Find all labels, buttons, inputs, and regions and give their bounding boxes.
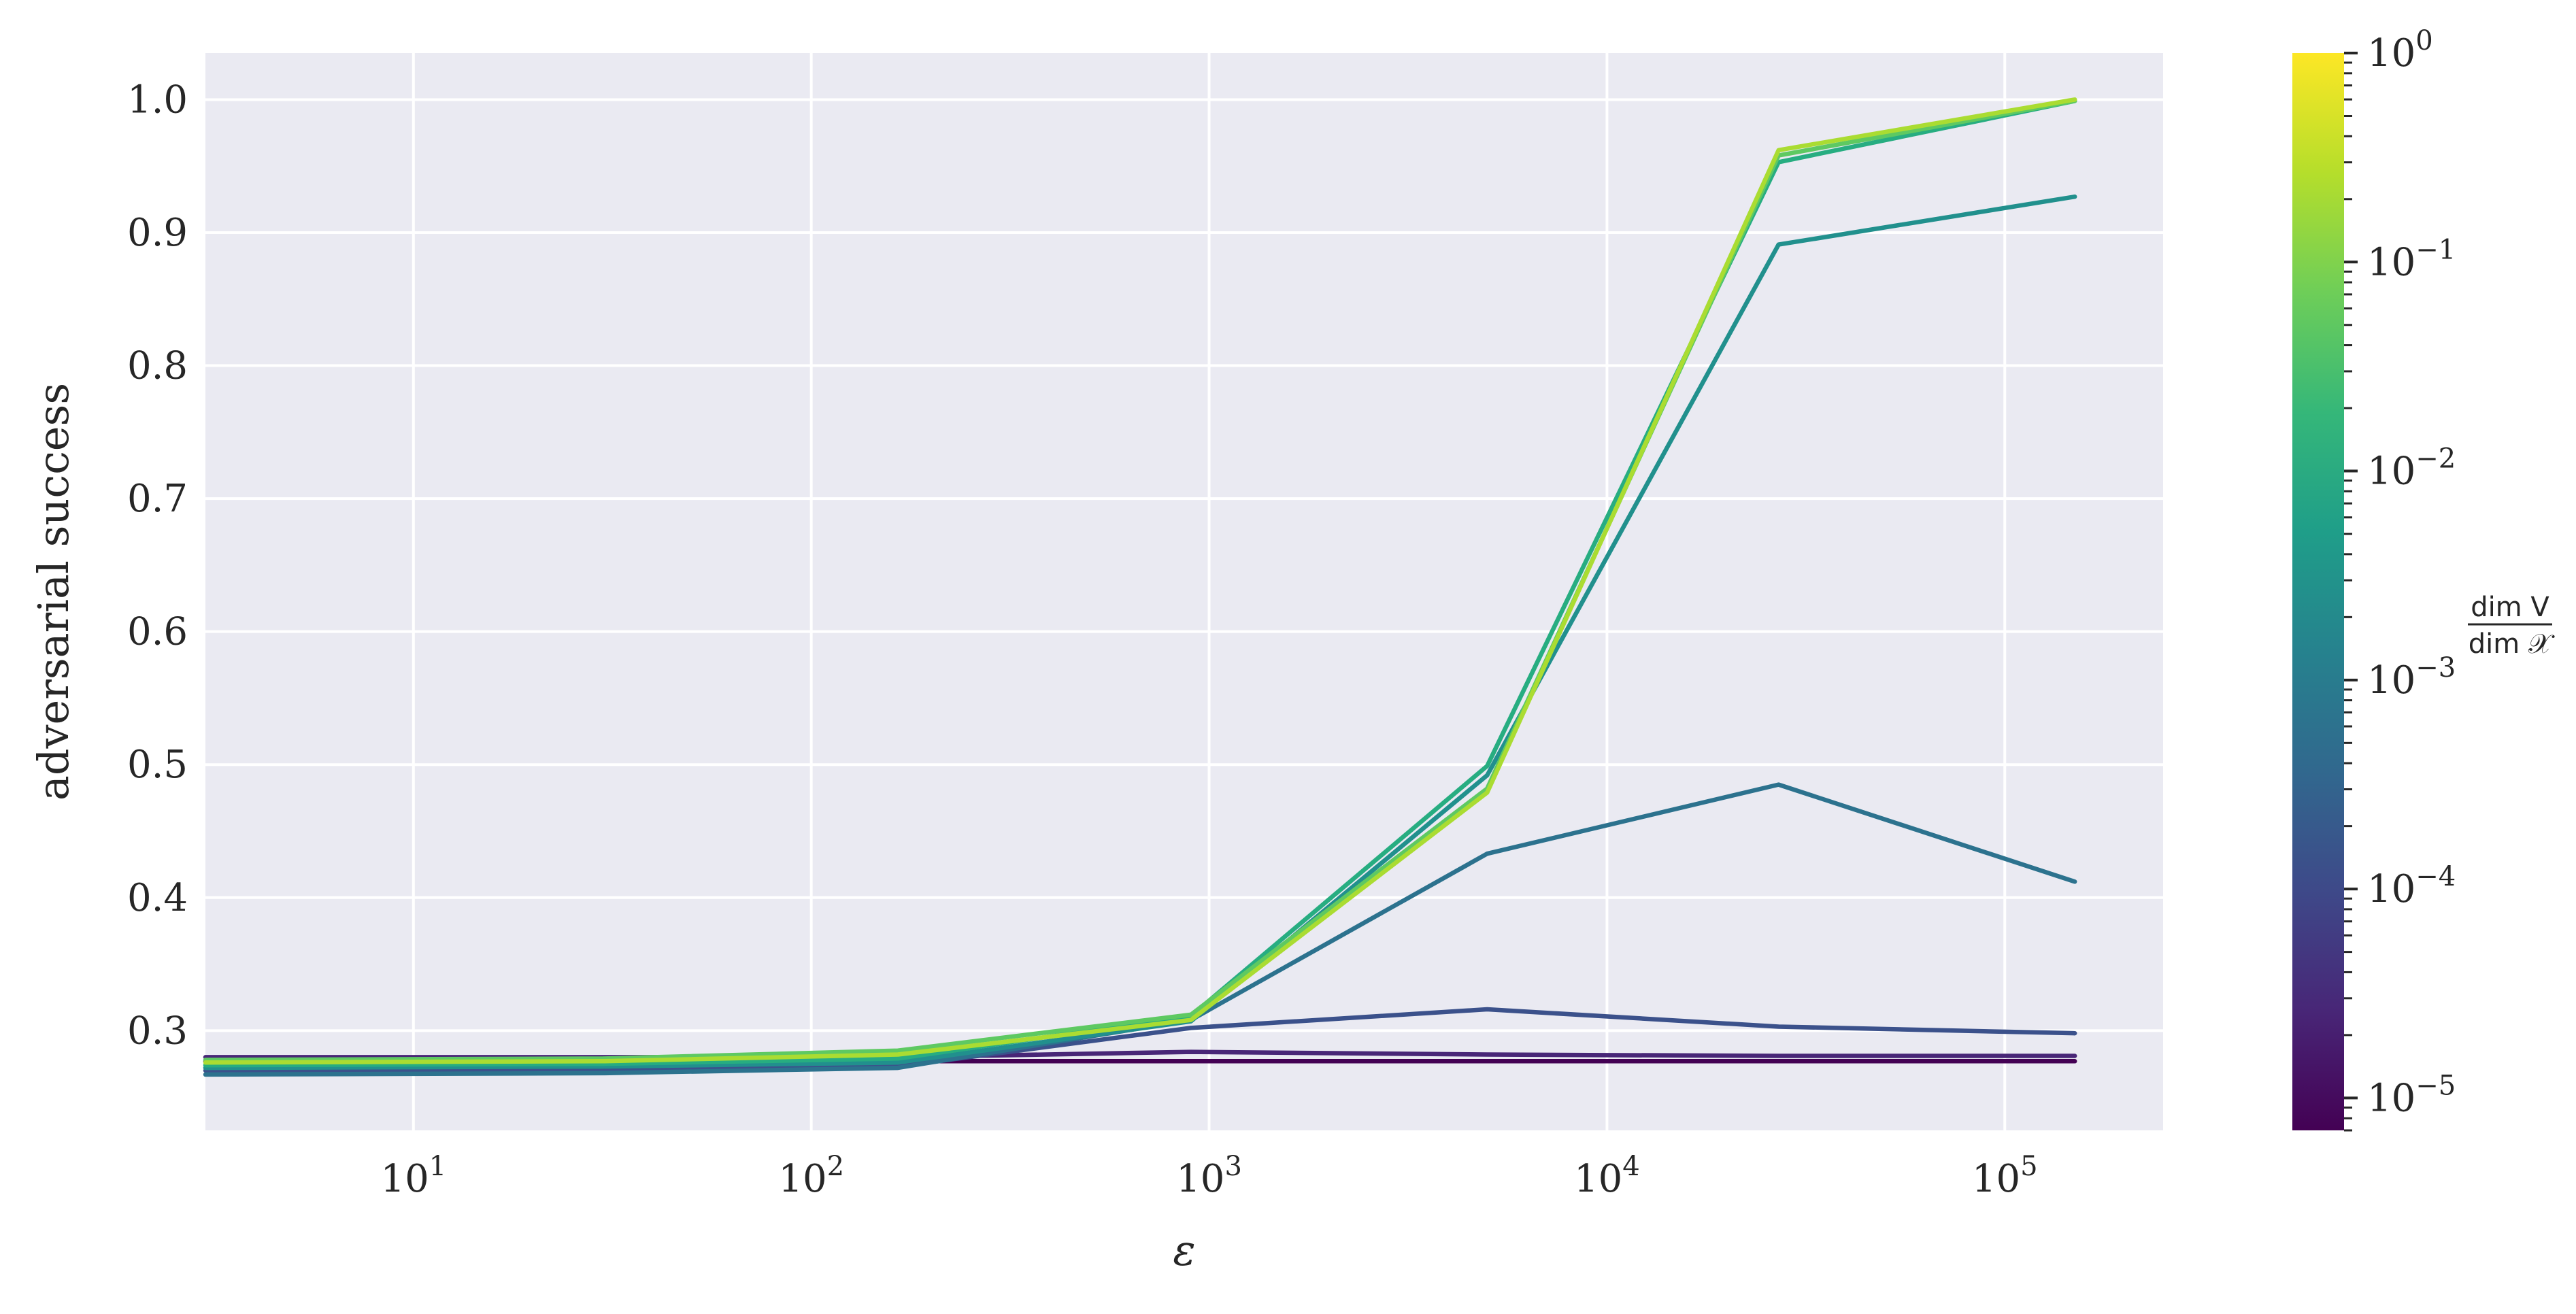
y-tick-label: 0.7 (127, 477, 188, 521)
colorbar-tick-label: 10−3 (2367, 652, 2456, 703)
colorbar-label-numerator: dim V (2471, 592, 2549, 623)
colorbar-tick-label: 10−4 (2367, 861, 2456, 911)
y-tick-label: 0.4 (127, 876, 188, 920)
y-tick-label: 1.0 (127, 78, 188, 122)
colorbar-label-denominator: dim 𝒳 (2469, 628, 2555, 660)
x-tick-label: 102 (778, 1151, 844, 1201)
x-tick-label: 103 (1176, 1151, 1242, 1201)
y-tick-label: 0.6 (127, 610, 188, 654)
y-axis-title: adversarial success (29, 383, 78, 801)
x-axis-ticks: 101 102 103 104 105 (380, 1151, 2037, 1201)
y-tick-label: 0.8 (127, 344, 188, 388)
x-tick-label: 101 (380, 1151, 446, 1201)
colorbar-tick-label: 10−1 (2367, 234, 2456, 284)
x-axis-title: ε (1173, 1226, 1195, 1275)
colorbar-gradient (2292, 53, 2344, 1130)
colorbar-tick-label: 10−5 (2367, 1070, 2456, 1120)
colorbar-tick-label: 10−2 (2367, 443, 2456, 494)
colorbar-tick-label: 100 (2367, 25, 2433, 75)
series-line (203, 1007, 2077, 1073)
x-tick-label: 105 (1972, 1151, 2038, 1201)
colorbar-ticks: 10−5 10−4 10−3 10−2 10−1 100 (2344, 25, 2456, 1132)
series-lines (203, 97, 2077, 1077)
y-tick-label: 0.9 (127, 211, 188, 255)
series-line (203, 97, 2077, 1065)
plot-area (205, 53, 2163, 1130)
y-tick-label: 0.3 (127, 1009, 188, 1053)
x-tick-label: 104 (1574, 1151, 1640, 1201)
y-tick-label: 0.5 (127, 743, 188, 787)
y-axis-ticks: 0.3 0.4 0.5 0.6 0.7 0.8 0.9 1.0 (127, 78, 188, 1053)
colorbar: 10−5 10−4 10−3 10−2 10−1 100 dim V dim 𝒳 (2292, 25, 2555, 1132)
